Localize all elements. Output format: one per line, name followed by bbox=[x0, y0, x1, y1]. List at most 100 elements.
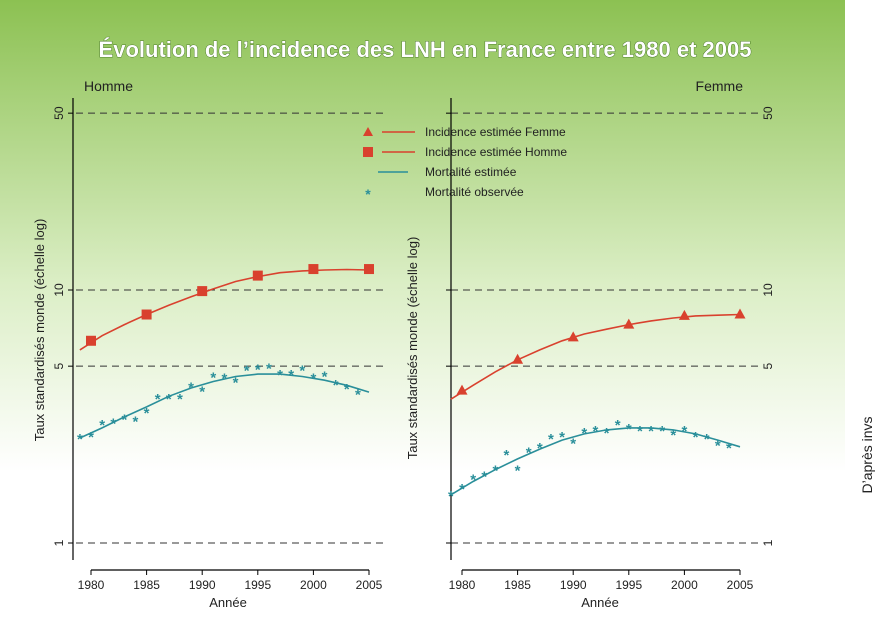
point-asterisk-1982-left: * bbox=[110, 415, 116, 432]
point-asterisk-1992-left: * bbox=[222, 371, 228, 388]
legend-item-3: * Mortalité observée bbox=[365, 185, 524, 202]
point-asterisk-1988-right: * bbox=[548, 431, 554, 448]
marker-triangle-2000-right bbox=[678, 309, 690, 320]
y-tick-label-50-left: 50 bbox=[52, 106, 66, 120]
point-asterisk-1986-left: * bbox=[155, 391, 161, 408]
marker-triangle-1995-right bbox=[623, 318, 635, 329]
point-asterisk-1994-left: * bbox=[244, 363, 250, 380]
point-asterisk-1979-right: * bbox=[448, 488, 454, 505]
point-asterisk-1979-left: * bbox=[77, 431, 83, 448]
legend-square-icon bbox=[363, 147, 373, 157]
point-asterisk-1990-left: * bbox=[199, 384, 205, 401]
point-asterisk-1998-left: * bbox=[288, 367, 294, 384]
y-axis-label-left: Taux standardisés monde (échelle log) bbox=[32, 219, 47, 442]
y-tick-label-10-left: 10 bbox=[52, 283, 66, 297]
panel-label-femme: Femme bbox=[696, 78, 744, 94]
grid-left bbox=[76, 112, 385, 544]
point-asterisk-1983-left: * bbox=[121, 412, 127, 429]
grid-right bbox=[451, 112, 758, 544]
y-tick-label-50-right: 50 bbox=[761, 106, 775, 120]
point-asterisk-1984-left: * bbox=[133, 413, 139, 430]
legend: Incidence estimée Femme Incidence estimée… bbox=[363, 125, 567, 202]
point-asterisk-1997-right: * bbox=[648, 423, 654, 440]
point-asterisk-1993-left: * bbox=[233, 374, 239, 391]
point-asterisk-1991-right: * bbox=[581, 425, 587, 442]
legend-item-2: Mortalité estimée bbox=[378, 165, 517, 179]
point-asterisk-1980-right: * bbox=[459, 481, 465, 498]
point-asterisk-1987-left: * bbox=[166, 391, 172, 408]
point-asterisk-1991-left: * bbox=[210, 370, 216, 387]
point-asterisk-1995-right: * bbox=[626, 421, 632, 438]
point-asterisk-1984-right: * bbox=[504, 447, 510, 464]
y-tick-label-5-left: 5 bbox=[52, 363, 66, 370]
point-asterisk-2004-left: * bbox=[355, 386, 361, 403]
x-tick-label-1980-right: 1980 bbox=[449, 578, 476, 592]
point-asterisk-1981-left: * bbox=[99, 417, 105, 434]
panel-label-homme: Homme bbox=[84, 78, 133, 94]
point-asterisk-1987-right: * bbox=[537, 440, 543, 457]
curve-mortality_estimated-left bbox=[79, 373, 370, 439]
legend-triangle-icon bbox=[363, 127, 373, 136]
axes-left: 1 5 10 50 1980 1985 1990 1995 2000 2005 bbox=[52, 98, 383, 592]
point-asterisk-1985-left: * bbox=[144, 405, 150, 422]
x-axis-label-left: Année bbox=[209, 595, 247, 610]
point-asterisk-1996-left: * bbox=[266, 360, 272, 377]
point-asterisk-2000-right: * bbox=[681, 423, 687, 440]
x-tick-label-2000-right: 2000 bbox=[671, 578, 698, 592]
y-tick-label-10-right: 10 bbox=[761, 283, 775, 297]
x-axis-label-right: Année bbox=[581, 595, 619, 610]
marker-square-2005-left bbox=[364, 264, 374, 275]
source-note: D’après invs bbox=[859, 416, 875, 493]
legend-item-1: Incidence estimée Homme bbox=[363, 145, 567, 159]
point-asterisk-1986-right: * bbox=[526, 444, 532, 461]
point-asterisk-2001-right: * bbox=[693, 429, 699, 446]
point-asterisk-1992-right: * bbox=[593, 423, 599, 440]
y-tick-label-1-left: 1 bbox=[52, 539, 66, 546]
point-asterisk-1999-right: * bbox=[670, 427, 676, 444]
curve-mortality_estimated-right bbox=[450, 427, 741, 496]
x-tick-label-1990-left: 1990 bbox=[189, 578, 216, 592]
background bbox=[0, 0, 845, 629]
x-tick-label-1995-right: 1995 bbox=[615, 578, 642, 592]
point-asterisk-1982-right: * bbox=[481, 468, 487, 485]
right-panel: Femme 1 5 10 50 1980 1985 1990 1995 2000 2005 * * *… bbox=[405, 78, 775, 610]
marker-triangle-1985-right bbox=[512, 353, 524, 364]
point-asterisk-2003-right: * bbox=[715, 438, 721, 455]
point-asterisk-1996-right: * bbox=[637, 423, 643, 440]
marker-square-1980-left bbox=[86, 335, 96, 346]
x-tick-label-2005-right: 2005 bbox=[727, 578, 754, 592]
marker-square-1995-left bbox=[252, 270, 263, 281]
point-asterisk-1995-left: * bbox=[255, 361, 261, 378]
x-tick-label-1990-right: 1990 bbox=[560, 578, 587, 592]
point-asterisk-1989-left: * bbox=[188, 380, 194, 397]
point-asterisk-1993-right: * bbox=[604, 425, 610, 442]
x-tick-label-1985-right: 1985 bbox=[504, 578, 531, 592]
point-asterisk-1983-right: * bbox=[492, 463, 498, 480]
curve-incidence-right bbox=[450, 313, 741, 400]
y-axis-label-right: Taux standardisés monde (échelle log) bbox=[405, 237, 420, 460]
point-asterisk-2002-left: * bbox=[333, 377, 339, 394]
series-left: * * * * * * * * * * * * * * * * * * * * * * * * * * bbox=[77, 264, 374, 448]
marker-triangle-1980-right bbox=[456, 384, 468, 395]
point-asterisk-1989-right: * bbox=[559, 429, 565, 446]
point-asterisk-1998-right: * bbox=[659, 423, 665, 440]
point-asterisk-1980-left: * bbox=[88, 429, 94, 446]
point-asterisk-2000-left: * bbox=[310, 371, 316, 388]
y-tick-label-5-right: 5 bbox=[761, 363, 775, 370]
legend-label: Mortalité observée bbox=[425, 185, 524, 199]
marker-square-1985-left bbox=[141, 309, 152, 320]
x-tick-label-1995-left: 1995 bbox=[244, 578, 271, 592]
x-tick-label-2005-left: 2005 bbox=[356, 578, 383, 592]
x-tick-label-1980-left: 1980 bbox=[78, 578, 105, 592]
curve-incidence-left bbox=[79, 268, 370, 351]
point-asterisk-1985-right: * bbox=[515, 463, 521, 480]
point-asterisk-1988-left: * bbox=[177, 391, 183, 408]
legend-asterisk-icon: * bbox=[365, 186, 371, 202]
legend-label: Mortalité estimée bbox=[425, 165, 517, 179]
point-asterisk-2004-right: * bbox=[726, 440, 732, 457]
y-tick-label-1-right: 1 bbox=[761, 539, 775, 546]
marker-square-2000-left bbox=[308, 264, 319, 275]
